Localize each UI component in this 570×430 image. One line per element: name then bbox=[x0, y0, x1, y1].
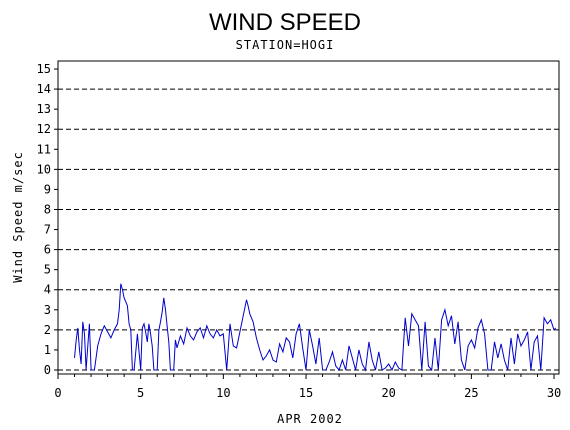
y-tick-label-9: 9 bbox=[44, 182, 51, 196]
y-tick-label-11: 11 bbox=[37, 142, 51, 156]
y-tick-label-15: 15 bbox=[37, 62, 51, 76]
x-tick-label-30: 30 bbox=[547, 386, 561, 400]
y-tick-label-10: 10 bbox=[37, 162, 51, 176]
y-tick-label-0: 0 bbox=[44, 363, 51, 377]
y-tick-label-2: 2 bbox=[44, 323, 51, 337]
y-tick-label-8: 8 bbox=[44, 202, 51, 216]
chart-subtitle: STATION=HOGI bbox=[236, 38, 335, 52]
x-axis: 0 5 10 15 20 25 30 bbox=[54, 374, 561, 400]
reference-lines bbox=[58, 88, 559, 371]
y-tick-label-12: 12 bbox=[37, 122, 51, 136]
y-tick-label-1: 1 bbox=[44, 343, 51, 357]
y-tick-label-13: 13 bbox=[37, 102, 51, 116]
y-tick-label-3: 3 bbox=[44, 303, 51, 317]
y-tick-label-7: 7 bbox=[44, 223, 51, 237]
x-tick-label-20: 20 bbox=[381, 386, 395, 400]
y-axis-label: Wind Speed m/sec bbox=[11, 151, 25, 283]
y-tick-label-14: 14 bbox=[37, 82, 51, 96]
x-tick-label-10: 10 bbox=[216, 386, 230, 400]
y-tick-label-6: 6 bbox=[44, 243, 51, 257]
x-tick-label-0: 0 bbox=[54, 386, 61, 400]
y-tick-label-5: 5 bbox=[44, 263, 51, 277]
x-axis-label: APR 2002 bbox=[277, 412, 343, 426]
plot-area-frame bbox=[57, 60, 560, 375]
wind-speed-series-line bbox=[74, 283, 557, 372]
x-tick-label-25: 25 bbox=[464, 386, 478, 400]
y-tick-label-4: 4 bbox=[44, 283, 51, 297]
chart-title: WIND SPEED bbox=[209, 9, 361, 36]
x-tick-label-5: 5 bbox=[137, 386, 144, 400]
x-tick-label-15: 15 bbox=[299, 386, 313, 400]
